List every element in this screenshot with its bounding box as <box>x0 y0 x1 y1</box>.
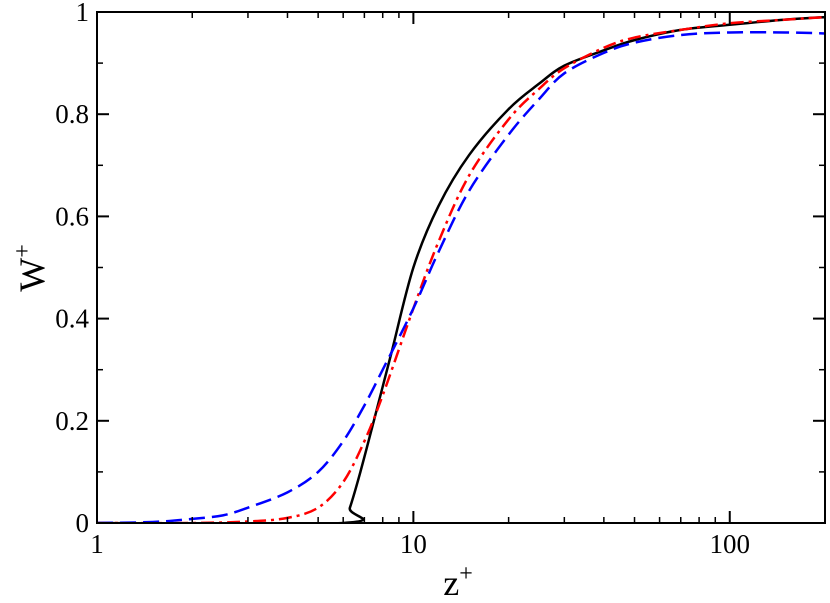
y-tick-label: 0.8 <box>55 99 89 129</box>
y-axis-label: W+ <box>10 244 52 292</box>
y-axis-label-sup: + <box>10 244 36 258</box>
x-tick-label: 1 <box>90 529 104 559</box>
series-blue-dashed <box>97 30 825 523</box>
y-tick-label: 0 <box>76 508 90 538</box>
y-tick-label: 0.4 <box>55 304 89 334</box>
y-tick-label: 1 <box>76 0 90 27</box>
x-tick-label: 100 <box>710 529 751 559</box>
x-tick-label: 10 <box>400 529 427 559</box>
y-tick-label: 0.6 <box>55 201 89 231</box>
x-axis-label-sup: + <box>459 561 473 587</box>
series-layer <box>97 15 825 523</box>
series-red-dashdot <box>97 15 825 523</box>
y-tick-label: 0.2 <box>55 406 89 436</box>
x-axis-label-base: z <box>443 563 459 603</box>
series-black-solid <box>97 15 825 523</box>
y-axis-label-base: W <box>12 258 52 292</box>
x-axis-label: z+ <box>443 561 473 603</box>
plot-frame <box>96 11 826 524</box>
ticks-layer: 1 10 100 0 0.2 0.4 0.6 0.8 1 <box>55 0 826 559</box>
y-axis-label-group: W+ <box>10 244 52 292</box>
